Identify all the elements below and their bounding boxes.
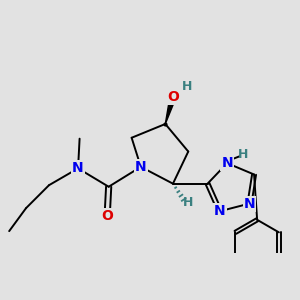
Polygon shape bbox=[165, 96, 176, 124]
Text: N: N bbox=[214, 204, 226, 218]
Text: O: O bbox=[101, 209, 113, 224]
Text: N: N bbox=[221, 156, 233, 170]
Text: N: N bbox=[244, 196, 255, 211]
Text: O: O bbox=[167, 90, 179, 104]
Text: N: N bbox=[72, 161, 84, 176]
Text: H: H bbox=[183, 196, 194, 208]
Text: H: H bbox=[238, 148, 248, 161]
Text: H: H bbox=[182, 80, 193, 93]
Text: N: N bbox=[135, 160, 147, 174]
